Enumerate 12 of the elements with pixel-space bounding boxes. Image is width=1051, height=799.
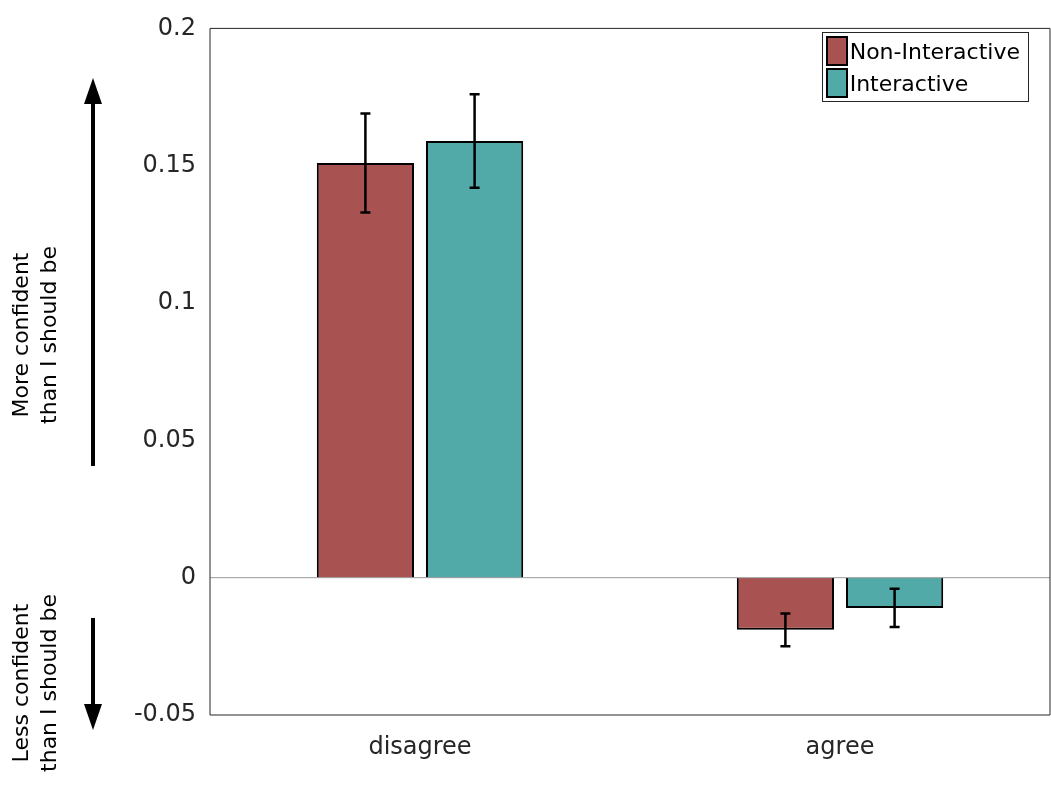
x-tick-label: disagree [368, 731, 472, 760]
legend-label: Interactive [849, 70, 969, 96]
text: Less confident than I should be [7, 594, 62, 772]
y-tick-label: -0.05 [133, 699, 196, 728]
legend-label: Non-Interactive [849, 38, 1020, 64]
y-tick-label: 0.05 [142, 424, 196, 453]
text: More confident than I should be [7, 246, 62, 424]
y-tick-label: 0.15 [142, 149, 196, 178]
x-tick-label: agree [805, 731, 875, 760]
y-tick-label: 0 [180, 561, 196, 590]
y-tick-label: 0.2 [157, 12, 196, 41]
y-tick-label: 0.1 [157, 287, 196, 316]
